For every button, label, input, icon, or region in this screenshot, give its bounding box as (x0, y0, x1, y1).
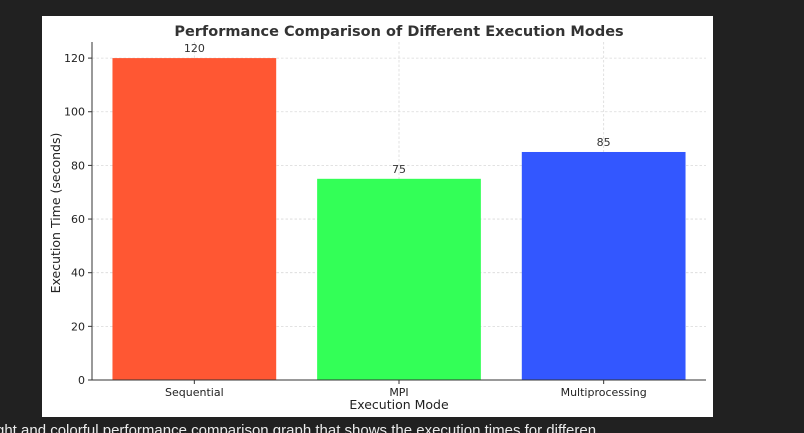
chart-panel: 0 20 40 60 80 100 120 120 Sequential 75 MPI 85 Multi… (42, 16, 713, 417)
y-axis-label: Execution Time (seconds) (48, 133, 63, 294)
x-tick-label: Sequential (165, 386, 224, 399)
x-tick-label: Multiprocessing (561, 386, 647, 399)
bar-value-label: 75 (392, 163, 406, 176)
labels: 0 20 40 60 80 100 120 120 Sequential 75 MPI 85 Multi… (64, 42, 647, 399)
y-tick-label: 60 (71, 213, 85, 226)
chart-title: Performance Comparison of Different Exec… (174, 24, 623, 40)
y-tick-label: 0 (78, 374, 85, 387)
x-axis-label: Execution Mode (349, 397, 449, 412)
bar-sequential (112, 58, 277, 380)
axes (88, 42, 706, 384)
caption-text: ght and colorful performance comparison … (0, 422, 597, 433)
y-tick-label: 40 (71, 267, 85, 280)
bar-mpi (317, 178, 481, 380)
x-tick-label: MPI (389, 386, 408, 399)
y-tick-label: 100 (64, 106, 85, 119)
bar-value-label: 120 (184, 42, 205, 55)
y-tick-label: 20 (71, 320, 85, 333)
caption-strip: ght and colorful performance comparison … (0, 417, 804, 433)
bars (112, 58, 686, 380)
bar-value-label: 85 (597, 136, 611, 149)
bar-chart: 0 20 40 60 80 100 120 120 Sequential 75 MPI 85 Multi… (48, 24, 706, 412)
y-tick-label: 120 (64, 52, 85, 65)
y-tick-label: 80 (71, 159, 85, 172)
bar-multiprocessing (521, 151, 686, 380)
